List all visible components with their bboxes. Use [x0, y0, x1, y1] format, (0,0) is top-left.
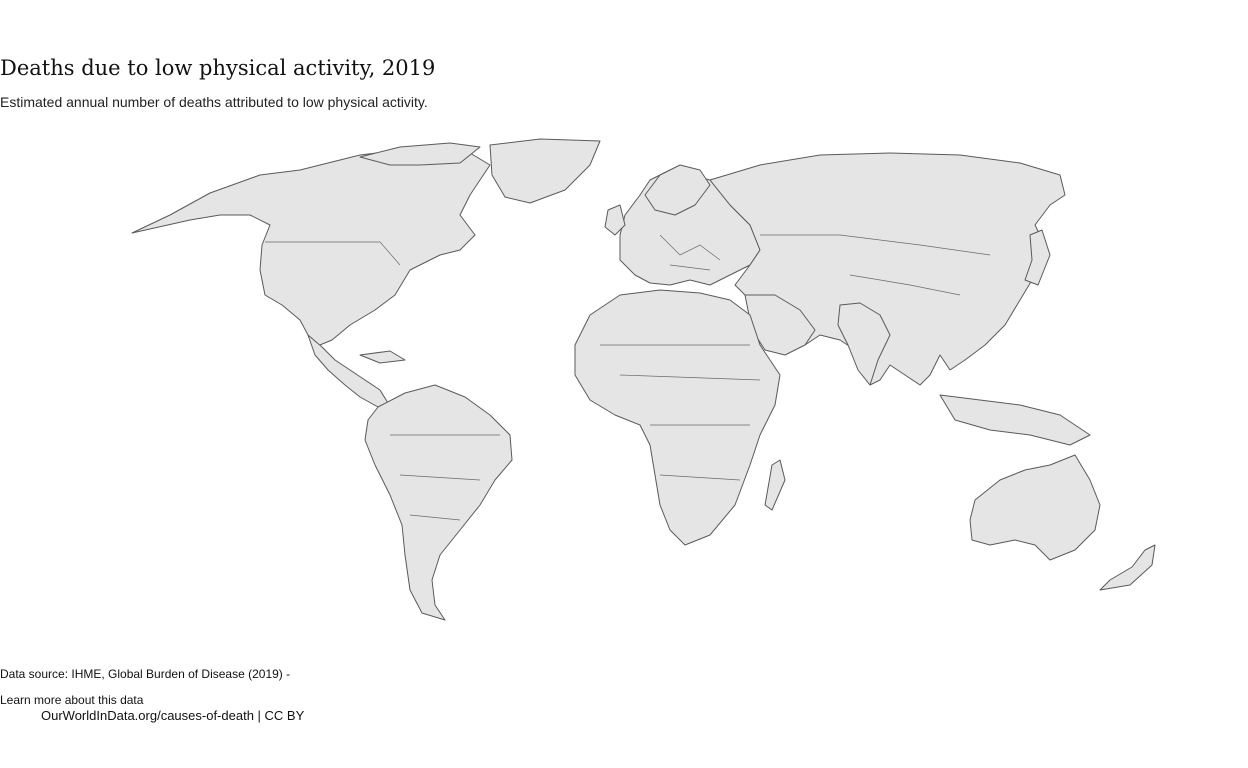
greenland[interactable]: [489, 138, 601, 204]
data-source-text: Data source: IHME, Global Burden of Dise…: [0, 667, 291, 681]
australia[interactable]: [969, 454, 1101, 561]
madagascar[interactable]: [764, 459, 786, 511]
india[interactable]: [837, 302, 891, 386]
owid-url-license[interactable]: OurWorldInData.org/causes-of-death | CC …: [41, 708, 305, 723]
north-america[interactable]: [131, 146, 491, 348]
africa-borders: [600, 344, 761, 481]
caribbean[interactable]: [359, 350, 406, 364]
uk-ireland[interactable]: [604, 204, 626, 236]
africa[interactable]: [574, 289, 781, 546]
learn-more-link[interactable]: Learn more about this data: [0, 693, 144, 707]
world-map[interactable]: [60, 135, 1200, 625]
southeast-asia-islands[interactable]: [939, 394, 1091, 446]
new-zealand[interactable]: [1099, 544, 1156, 591]
europe-borders: [659, 234, 721, 271]
asia-borders: [760, 234, 991, 296]
us-canada-border: [265, 241, 401, 266]
chart-title: Deaths due to low physical activity, 201…: [0, 56, 436, 80]
world-map-svg: [131, 138, 1156, 621]
south-america[interactable]: [364, 384, 513, 621]
chart-subtitle: Estimated annual number of deaths attrib…: [0, 94, 428, 110]
japan[interactable]: [1024, 229, 1051, 286]
arctic-islands[interactable]: [359, 142, 481, 166]
scandinavia[interactable]: [644, 164, 711, 216]
south-america-borders: [390, 434, 500, 521]
central-america[interactable]: [307, 334, 389, 408]
